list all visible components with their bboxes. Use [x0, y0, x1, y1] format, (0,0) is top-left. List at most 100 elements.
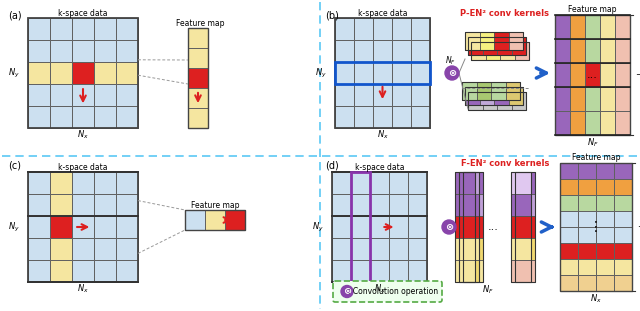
- Bar: [50, 194, 72, 216]
- Bar: [511, 37, 526, 55]
- Bar: [459, 194, 479, 216]
- Bar: [600, 63, 615, 87]
- Bar: [596, 259, 614, 275]
- Bar: [408, 172, 427, 194]
- Bar: [468, 37, 526, 55]
- Bar: [335, 62, 430, 84]
- Bar: [332, 172, 427, 282]
- Bar: [94, 40, 116, 62]
- Bar: [72, 172, 94, 194]
- Bar: [615, 39, 630, 63]
- Bar: [560, 211, 578, 227]
- Bar: [116, 106, 138, 128]
- Bar: [614, 275, 632, 291]
- Bar: [332, 216, 351, 238]
- Bar: [392, 62, 411, 84]
- Bar: [332, 172, 351, 194]
- Bar: [94, 18, 116, 40]
- Bar: [389, 194, 408, 216]
- Text: $N_y$: $N_y$: [312, 220, 324, 234]
- Bar: [494, 87, 509, 105]
- Circle shape: [341, 285, 353, 298]
- Text: $N_x$: $N_x$: [77, 129, 89, 141]
- Bar: [614, 195, 632, 211]
- Bar: [72, 40, 94, 62]
- Bar: [459, 172, 479, 282]
- Bar: [511, 194, 531, 216]
- Circle shape: [442, 220, 456, 234]
- Bar: [351, 216, 370, 238]
- Bar: [116, 40, 138, 62]
- Bar: [596, 275, 614, 291]
- Text: k-space data: k-space data: [355, 163, 404, 171]
- Bar: [116, 172, 138, 194]
- Text: $N_x$: $N_x$: [376, 129, 388, 141]
- Bar: [463, 216, 483, 238]
- Bar: [28, 84, 50, 106]
- Bar: [465, 87, 523, 105]
- Text: k-space data: k-space data: [58, 8, 108, 17]
- Text: (a): (a): [8, 10, 22, 20]
- Bar: [462, 82, 520, 100]
- Bar: [578, 227, 596, 243]
- Bar: [351, 238, 370, 260]
- Bar: [463, 194, 483, 216]
- Bar: [94, 216, 116, 238]
- Bar: [500, 42, 515, 60]
- Bar: [335, 106, 354, 128]
- Bar: [463, 260, 483, 282]
- Bar: [483, 37, 497, 55]
- Bar: [560, 163, 578, 179]
- Bar: [28, 40, 50, 62]
- Bar: [116, 18, 138, 40]
- Bar: [585, 63, 600, 87]
- Bar: [585, 87, 600, 111]
- Bar: [455, 172, 475, 282]
- Bar: [28, 106, 50, 128]
- Bar: [511, 172, 531, 282]
- Bar: [465, 32, 479, 50]
- Bar: [491, 82, 506, 100]
- Bar: [354, 84, 373, 106]
- Bar: [28, 194, 50, 216]
- Bar: [94, 62, 116, 84]
- Bar: [555, 111, 570, 135]
- Bar: [351, 172, 370, 194]
- Bar: [578, 243, 596, 259]
- Bar: [497, 37, 511, 55]
- FancyBboxPatch shape: [333, 281, 442, 302]
- Bar: [354, 106, 373, 128]
- Bar: [506, 82, 520, 100]
- Bar: [188, 68, 208, 88]
- Bar: [354, 18, 373, 40]
- Bar: [560, 179, 578, 195]
- Bar: [50, 18, 72, 40]
- Bar: [465, 87, 479, 105]
- Bar: [116, 62, 138, 84]
- Bar: [188, 28, 208, 128]
- Bar: [560, 163, 632, 291]
- Bar: [465, 32, 523, 50]
- Bar: [116, 238, 138, 260]
- Bar: [515, 216, 535, 238]
- Bar: [615, 111, 630, 135]
- Text: ⊗: ⊗: [343, 286, 351, 296]
- Bar: [116, 216, 138, 238]
- Bar: [509, 87, 523, 105]
- Bar: [585, 39, 600, 63]
- Bar: [511, 172, 531, 194]
- Bar: [225, 210, 245, 230]
- Text: F-EN² conv kernels: F-EN² conv kernels: [461, 159, 549, 168]
- Text: $N_F$: $N_F$: [587, 137, 598, 149]
- Bar: [188, 28, 208, 48]
- Bar: [555, 87, 570, 111]
- Bar: [570, 63, 585, 87]
- Text: (b): (b): [325, 10, 339, 20]
- Text: ...: ...: [488, 222, 499, 232]
- Bar: [570, 87, 585, 111]
- Bar: [560, 243, 578, 259]
- Bar: [511, 216, 531, 238]
- Bar: [408, 216, 427, 238]
- Bar: [459, 216, 479, 238]
- Bar: [560, 259, 578, 275]
